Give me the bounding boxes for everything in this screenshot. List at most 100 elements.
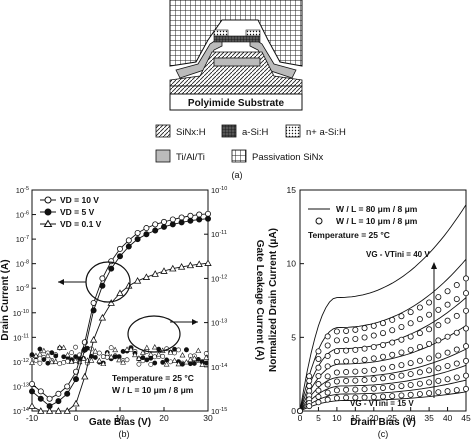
circle-10um-7 xyxy=(435,389,442,396)
circle-10um-4 xyxy=(324,373,331,380)
circle-10um-1 xyxy=(306,377,313,384)
circle-10um-4 xyxy=(462,343,469,350)
series-point-1 xyxy=(55,398,62,405)
plot-c-annotation-temp: Temperature = 25 °C xyxy=(308,230,390,240)
circle-10um-4 xyxy=(333,369,340,376)
metal-left xyxy=(175,35,223,79)
leakage-point xyxy=(65,358,71,364)
circle-10um-7 xyxy=(453,387,460,394)
series-point-0 xyxy=(196,211,203,218)
circle-10um-5 xyxy=(444,362,451,369)
series-point-2 xyxy=(63,407,71,414)
leakage-point xyxy=(179,352,186,358)
circle-10um-3 xyxy=(361,356,368,363)
circle-10um-5 xyxy=(370,376,377,383)
circle-10um-4 xyxy=(435,352,442,359)
leakage-point xyxy=(203,354,210,360)
legend-vd5-marker xyxy=(44,208,52,216)
y-tick-label-left-b: 10-14 xyxy=(13,407,29,416)
legend-80um-label: W / L = 80 μm / 8 μm xyxy=(336,204,418,214)
series-point-2 xyxy=(107,299,115,306)
circle-10um-4 xyxy=(379,365,386,372)
circle-10um-6 xyxy=(407,381,414,388)
leakage-point xyxy=(191,361,197,366)
series-point-0 xyxy=(152,221,159,228)
circle-10um-6 xyxy=(333,387,340,394)
legend-nasi-label: n+ a-Si:H xyxy=(306,127,346,138)
leakage-point xyxy=(124,357,130,363)
leakage-point xyxy=(187,361,193,367)
series-point-1 xyxy=(152,227,159,234)
series-point-1 xyxy=(108,265,115,272)
circle-10um-3 xyxy=(453,329,460,336)
plot-c-annotation-vg40: VG - VTini = 40 V xyxy=(366,250,430,259)
circle-10um-1 xyxy=(407,320,414,327)
leakage-point xyxy=(69,350,74,356)
leakage-point xyxy=(104,350,111,356)
curve-80um-5 xyxy=(299,364,467,412)
circle-10um-7 xyxy=(315,399,322,406)
circle-10um-6 xyxy=(435,377,442,384)
circle-10um-1 xyxy=(324,342,331,349)
leakage-point xyxy=(195,356,201,362)
series-point-0 xyxy=(187,212,194,219)
circle-10um-7 xyxy=(324,396,331,403)
legend-vd10-marker xyxy=(44,196,52,204)
x-tick-label-c: 15 xyxy=(351,413,361,423)
leakage-point xyxy=(96,350,102,356)
leakage-point xyxy=(151,344,158,350)
y-tick-label-left-b: 10-8 xyxy=(16,260,29,269)
circle-10um-2 xyxy=(426,326,433,333)
circle-10um-5 xyxy=(389,374,396,381)
leakage-point xyxy=(148,355,154,361)
circle-10um-0 xyxy=(435,294,442,301)
series-point-1 xyxy=(28,388,35,395)
series-point-2 xyxy=(37,407,45,414)
series-point-2 xyxy=(45,407,54,414)
circle-10um-7 xyxy=(306,403,313,410)
plot-b-ylabel-right: Gate Leakage Current (A) xyxy=(254,240,265,361)
circle-10um-2 xyxy=(324,353,331,360)
circle-10um-6 xyxy=(389,384,396,391)
legend-vd5-label: VD = 5 V xyxy=(60,207,95,217)
leakage-point xyxy=(44,352,51,359)
circle-10um-1 xyxy=(343,336,350,343)
circle-10um-2 xyxy=(315,364,322,371)
circle-10um-3 xyxy=(426,340,433,347)
legend-sinx-label: SiNx:H xyxy=(176,127,206,138)
circle-10um-0 xyxy=(379,320,386,327)
circle-10um-7 xyxy=(416,391,423,398)
metal-right xyxy=(249,35,297,79)
legend-10um-marker xyxy=(315,217,323,225)
leakage-point xyxy=(49,350,55,356)
substrate-label: Polyimide Substrate xyxy=(188,98,285,109)
circle-10um-7 xyxy=(444,388,451,395)
circle-10um-2 xyxy=(407,333,414,340)
circle-10um-0 xyxy=(315,348,322,355)
circle-10um-3 xyxy=(343,358,350,365)
leakage-point xyxy=(195,347,202,353)
panel-a: Polyimide Substrate SiNx:H a-Si:H n+ a-S… xyxy=(155,0,346,180)
plot-c-xlabel: Drain Bias (V) xyxy=(350,417,416,428)
leakage-point xyxy=(124,346,130,352)
arrowhead-right xyxy=(192,319,198,325)
legend-metal-label: Ti/Al/Ti xyxy=(176,152,205,163)
circle-10um-6 xyxy=(453,374,460,381)
circle-10um-5 xyxy=(453,360,460,367)
circle-10um-5 xyxy=(379,375,386,382)
x-tick-label-b: -10 xyxy=(26,413,39,423)
series-point-2 xyxy=(195,260,203,267)
leakage-point xyxy=(143,344,150,350)
asi-channel xyxy=(213,35,261,43)
circle-10um-2 xyxy=(416,330,423,337)
series-point-2 xyxy=(142,273,151,280)
series-line-0 xyxy=(31,213,209,400)
x-tick-label-c: 45 xyxy=(461,413,471,423)
circle-10um-0 xyxy=(361,325,368,332)
circle-10um-0 xyxy=(462,275,469,282)
leakage-point xyxy=(148,362,154,367)
circle-10um-5 xyxy=(435,365,442,372)
leakage-point xyxy=(184,347,189,353)
circle-10um-3 xyxy=(352,357,359,364)
circle-10um-0 xyxy=(398,313,405,320)
